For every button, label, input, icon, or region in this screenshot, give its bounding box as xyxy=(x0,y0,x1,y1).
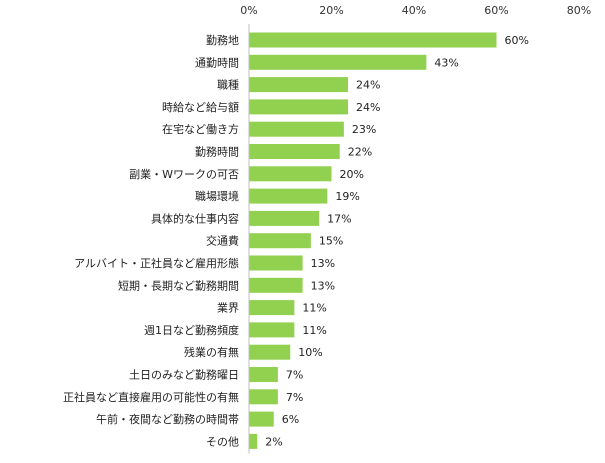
category-label: 残業の有無 xyxy=(184,345,239,359)
value-label: 17% xyxy=(327,212,351,225)
value-label: 2% xyxy=(265,435,282,448)
value-label: 7% xyxy=(286,369,303,382)
category-label: 通勤時間 xyxy=(195,56,239,69)
bar xyxy=(249,367,278,382)
bar xyxy=(249,344,291,360)
bar xyxy=(249,77,348,93)
bar xyxy=(249,144,340,159)
value-label: 20% xyxy=(340,168,364,181)
value-label: 24% xyxy=(356,101,380,114)
bar xyxy=(249,389,278,405)
bar xyxy=(249,188,328,204)
value-label: 15% xyxy=(319,235,343,248)
value-labels: 60% 43% 24% 24% 23% 22% 20% 19% 17% 15% 13% 13% 11% 1… xyxy=(265,34,529,448)
value-label: 10% xyxy=(298,346,322,359)
category-label: 勤務時間 xyxy=(195,145,239,159)
category-label: 勤務地 xyxy=(206,33,239,47)
x-tick-label: 80% xyxy=(567,4,591,17)
x-tick-label: 60% xyxy=(484,4,508,17)
bar xyxy=(249,433,258,449)
value-label: 13% xyxy=(311,279,335,292)
value-label: 60% xyxy=(505,34,529,47)
bar xyxy=(249,121,344,137)
category-label: 具体的な仕事内容 xyxy=(151,211,239,225)
bar xyxy=(249,277,303,293)
category-label: 職種 xyxy=(217,78,239,92)
bar xyxy=(249,32,497,48)
x-tick-label: 20% xyxy=(319,4,343,17)
value-label: 7% xyxy=(286,391,303,404)
value-label: 22% xyxy=(348,146,372,159)
category-label: 副業・Wワークの可否 xyxy=(129,168,239,181)
category-label: 時給など給与額 xyxy=(162,100,239,114)
bar xyxy=(249,300,295,316)
category-labels: 勤務地通勤時間職種時給など給与額在宅など働き方勤務時間副業・Wワークの可否職場環… xyxy=(63,33,239,448)
category-label: 業界 xyxy=(217,302,239,315)
category-label: 在宅など働き方 xyxy=(162,122,239,136)
bar xyxy=(249,255,303,271)
category-label: 職場環境 xyxy=(195,189,239,203)
x-tick-label: 40% xyxy=(402,4,426,17)
bar xyxy=(249,54,427,70)
category-label: 正社員など直接雇用の可能性の有無 xyxy=(63,390,239,404)
bars xyxy=(249,32,497,449)
category-label: 短期・長期など勤務期間 xyxy=(118,278,239,292)
category-label: 交通費 xyxy=(206,234,239,248)
category-label: 土日のみなど勤務曜日 xyxy=(129,368,239,382)
value-label: 11% xyxy=(302,324,326,337)
value-label: 13% xyxy=(311,257,335,270)
value-label: 24% xyxy=(356,79,380,92)
category-label: アルバイト・正社員など雇用形態 xyxy=(74,256,239,270)
bar xyxy=(249,322,295,338)
bar xyxy=(249,210,320,226)
category-label: その他 xyxy=(206,435,239,448)
bar xyxy=(249,233,311,249)
value-label: 19% xyxy=(335,190,359,203)
value-label: 23% xyxy=(352,123,376,136)
value-label: 11% xyxy=(302,302,326,315)
bar xyxy=(249,411,274,427)
value-label: 43% xyxy=(434,56,458,69)
x-tick-label: 0% xyxy=(240,4,257,17)
bar xyxy=(249,166,332,182)
category-label: 週1日など勤務頻度 xyxy=(144,323,239,337)
bar xyxy=(249,99,348,115)
x-axis-ticks: 0% 20% 40% 60% 80% xyxy=(240,4,591,17)
value-label: 6% xyxy=(282,413,299,426)
category-label: 午前・夜間など勤務の時間帯 xyxy=(96,412,239,426)
